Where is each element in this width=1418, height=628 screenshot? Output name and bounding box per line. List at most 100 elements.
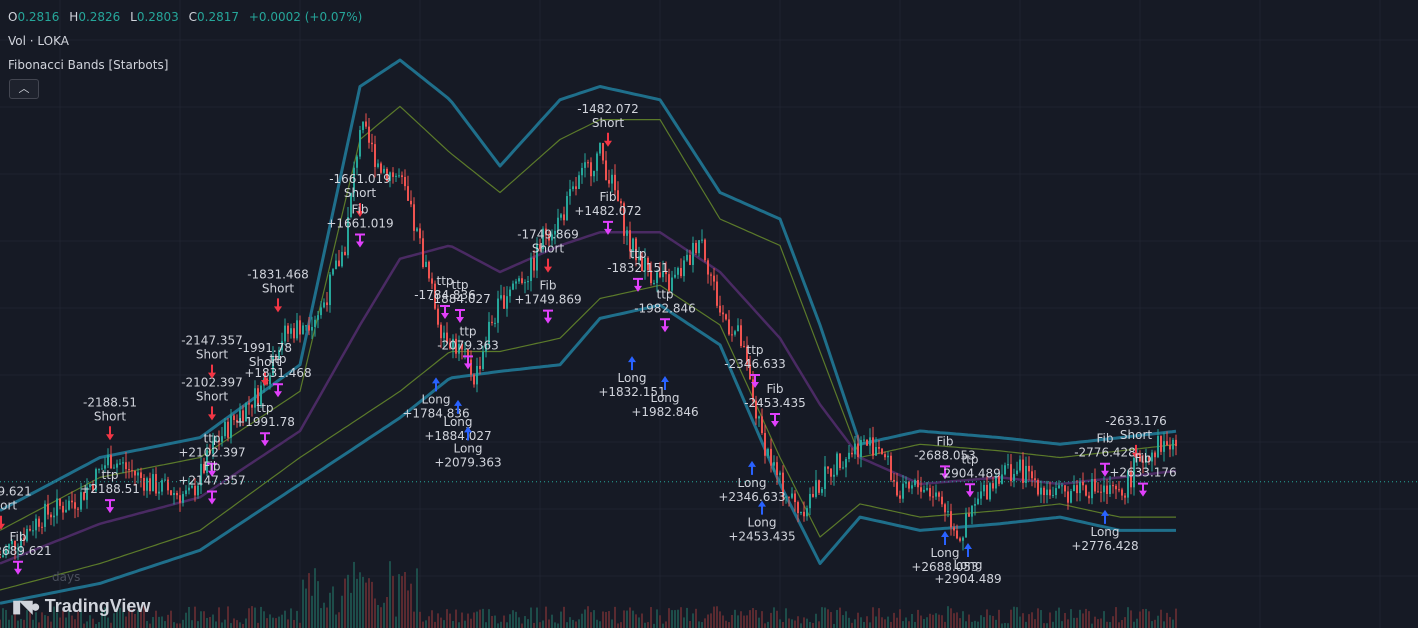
candle-body: [821, 489, 823, 493]
exit-marker-icon: [660, 318, 670, 333]
volume-bar: [1028, 614, 1030, 628]
signal-label: -2689.621: [0, 485, 32, 499]
candle-body: [542, 228, 544, 250]
volume-bar: [455, 609, 457, 628]
signal-label: -2904.489: [939, 466, 1001, 480]
candle-body: [938, 492, 940, 497]
volume-bar: [95, 623, 97, 628]
candle-body: [857, 443, 859, 458]
volume-bar: [1058, 607, 1060, 628]
volume-bar: [398, 574, 400, 628]
volume-bar: [542, 620, 544, 628]
candle-body: [563, 214, 565, 221]
candle-body: [8, 544, 10, 549]
candle-body: [68, 500, 70, 510]
collapse-legend-button[interactable]: ︿: [9, 79, 39, 99]
candle-body: [1085, 485, 1087, 496]
volume-bar: [416, 568, 418, 628]
exit-marker-icon: [440, 305, 450, 320]
volume-bar: [11, 615, 13, 628]
volume-bar: [332, 586, 334, 628]
volume-bar: [293, 619, 295, 628]
volume-bar: [341, 595, 343, 628]
volume-bar: [98, 622, 100, 628]
candle-body: [2, 555, 4, 558]
volume-bar: [407, 590, 409, 628]
volume-bar: [35, 612, 37, 628]
volume-bar: [1151, 621, 1153, 628]
low-label: L: [130, 10, 137, 24]
short-arrow-icon: [0, 515, 5, 530]
volume-bar: [380, 607, 382, 628]
volume-bar: [197, 621, 199, 628]
volume-bar: [287, 619, 289, 628]
candle-body: [182, 494, 184, 503]
indicator-legend[interactable]: Fibonacci Bands [Starbots]: [8, 58, 169, 72]
volume-bar: [92, 618, 94, 628]
candle-body: [800, 511, 802, 514]
candle-body: [140, 472, 142, 478]
volume-bar: [587, 606, 589, 628]
volume-bar: [8, 619, 10, 628]
volume-legend[interactable]: Vol · LOKA: [8, 34, 69, 48]
volume-bar: [203, 611, 205, 628]
candle-body: [839, 453, 841, 468]
volume-bar: [311, 595, 313, 628]
candle-body: [776, 462, 778, 476]
candle-body: [77, 508, 79, 510]
volume-bar: [419, 611, 421, 628]
volume-bar: [890, 621, 892, 628]
volume-bar: [452, 620, 454, 628]
volume-bar: [833, 623, 835, 628]
candle-body: [437, 308, 439, 325]
volume-bar: [959, 618, 961, 628]
candle-body: [752, 379, 754, 401]
volume-bar: [662, 623, 664, 628]
volume-bar: [1124, 617, 1126, 628]
candle-body: [545, 228, 547, 236]
tradingview-logo[interactable]: ▮◥● TradingView: [12, 596, 150, 617]
candle-body: [479, 365, 481, 370]
volume-bar: [515, 611, 517, 628]
volume-bar: [989, 615, 991, 628]
candle-body: [446, 332, 448, 343]
volume-bar: [557, 623, 559, 628]
candle-body: [278, 350, 280, 359]
candle-body: [701, 239, 703, 241]
candle-body: [332, 269, 334, 275]
low-value: 0.2803: [136, 10, 179, 24]
candle-body: [770, 448, 772, 466]
volume-bar: [611, 619, 613, 628]
candle-body: [173, 492, 175, 495]
signal-label: -1982.846: [634, 301, 696, 315]
volume-bar: [389, 561, 391, 628]
volume-bar: [191, 620, 193, 628]
volume-bar: [518, 617, 520, 628]
signal-label: -1991.78: [238, 341, 292, 355]
volume-bar: [470, 618, 472, 628]
volume-bar: [779, 619, 781, 628]
candle-body: [239, 410, 241, 422]
volume-bar: [872, 607, 874, 628]
volume-bar: [53, 606, 55, 628]
signal-label: +1482.072: [574, 204, 641, 218]
signal-label: -1832.151: [607, 261, 669, 275]
long-arrow-icon: [628, 356, 636, 371]
volume-bar: [278, 616, 280, 628]
candle-body: [863, 439, 865, 441]
candle-body: [5, 548, 7, 556]
candle-body: [989, 483, 991, 500]
candle-body: [632, 238, 634, 252]
candle-body: [956, 530, 958, 539]
candle-body: [221, 436, 223, 442]
candle-body: [743, 346, 745, 348]
candle-body: [539, 244, 541, 250]
signal-long: Long+1982.846: [631, 376, 699, 419]
signal-label: ttp: [459, 324, 476, 338]
volume-bar: [86, 621, 88, 628]
candle-body: [56, 498, 58, 516]
volume-bar: [701, 622, 703, 628]
volume-bar: [803, 617, 805, 628]
